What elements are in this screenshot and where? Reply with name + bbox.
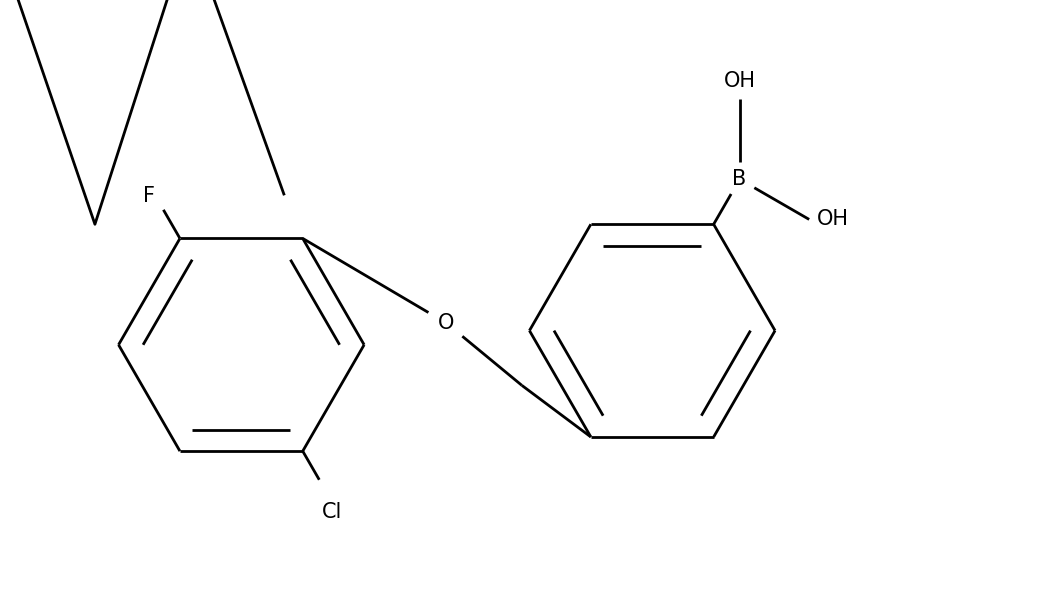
Text: O: O	[438, 313, 454, 333]
Text: F: F	[144, 186, 155, 206]
Text: Cl: Cl	[321, 502, 342, 522]
Text: OH: OH	[816, 209, 849, 230]
Text: B: B	[732, 169, 747, 189]
Text: OH: OH	[724, 71, 756, 91]
